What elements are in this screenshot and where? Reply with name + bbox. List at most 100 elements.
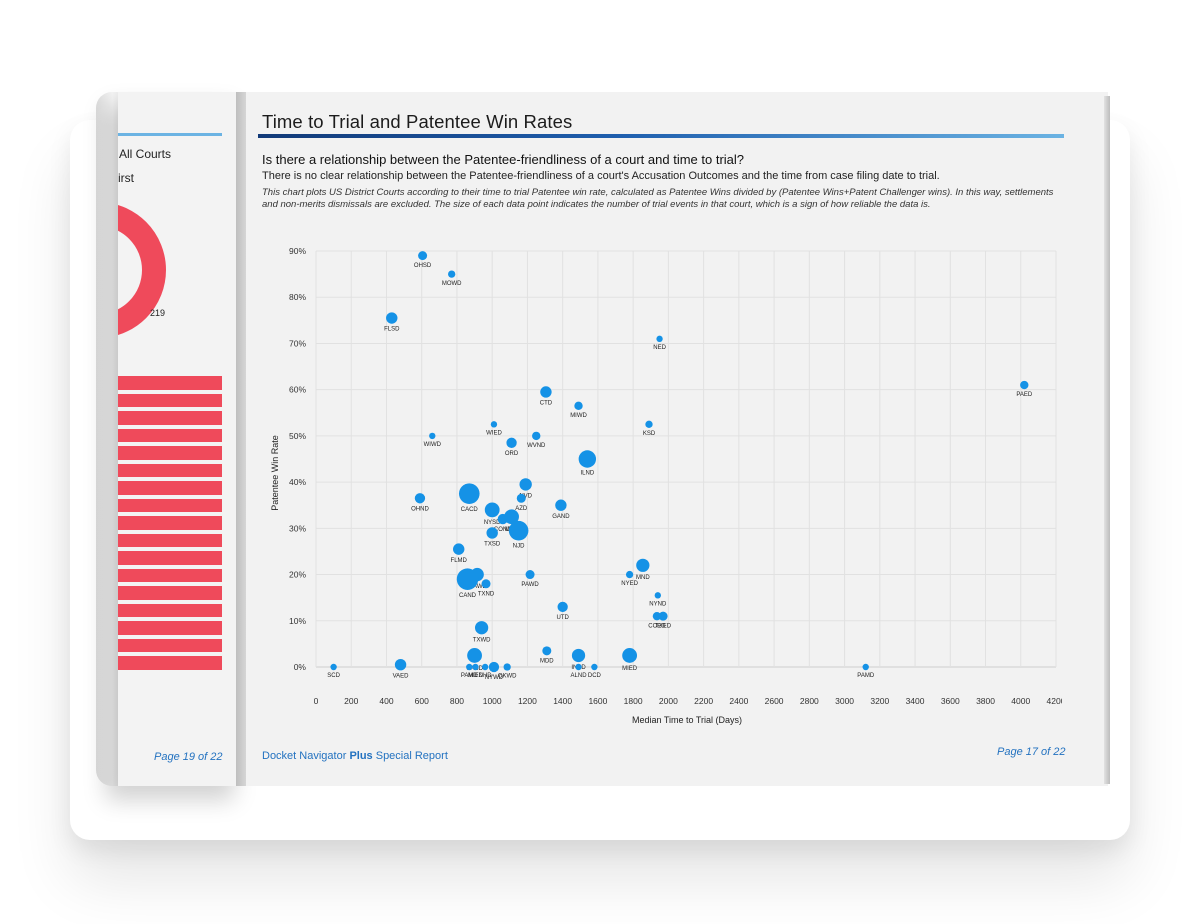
data-point-label: CACD [461,507,479,513]
left-page-number: Page 19 of 22 [154,751,223,763]
data-point [1020,380,1029,390]
data-point [394,658,407,671]
data-point-label: OHND [411,506,429,512]
data-point-label: PAED [1016,392,1033,398]
data-point [448,270,456,278]
x-tick-label: 4000 [1011,696,1030,706]
y-axis-label: Patentee Win Rate [270,435,280,511]
x-tick-label: 1400 [553,696,572,706]
x-tick-label: 1000 [483,696,502,706]
x-tick-label: 0 [314,696,319,706]
data-point-label: MIWD [570,413,587,419]
data-point-label: MDD [540,658,554,664]
data-point-label: COED [648,623,666,629]
data-point-label: FLMD [451,558,468,564]
data-point-label: CTD [540,401,553,407]
data-point [574,401,583,411]
left-bar [118,533,222,547]
page-title: Time to Trial and Patentee Win Rates [262,111,573,132]
data-point [571,648,586,663]
data-point-label: WVND [527,443,546,449]
left-bar [118,393,222,407]
chart-grid [315,250,1057,668]
data-point [862,663,869,671]
data-point [578,450,597,468]
data-point [474,621,489,635]
data-point [542,646,552,656]
data-point [472,663,479,671]
left-bar [118,603,222,617]
donut-value: 219 [150,308,166,318]
data-point [591,663,598,671]
left-bar [118,656,222,670]
x-tick-label: 2800 [800,696,819,706]
data-point [525,570,535,580]
y-tick-labels: 0% 10% 20% 30% 40% 50% 60% 70% 80% 90% [289,246,306,672]
footer-plus: Plus [349,750,373,762]
x-tick-label: 2200 [694,696,713,706]
data-point [506,437,517,448]
title-rule [258,134,1064,138]
data-point-label: TXSD [484,542,501,548]
data-point [654,592,661,599]
left-bar [118,498,222,512]
data-point [456,568,479,590]
data-point-label: OKWD [498,674,517,680]
question-heading: Is there a relationship between the Pate… [262,152,745,167]
data-point-label: NVD [519,494,532,500]
data-point-label: NYND [649,602,667,608]
data-point-label: PAMD [461,673,479,679]
data-point [540,386,552,398]
data-point [575,663,582,671]
x-tick-label: 200 [344,696,358,706]
chart-note: This chart plots US District Courts acco… [262,187,1054,210]
left-bar-chart [118,376,222,674]
data-point-label: GAND [552,514,570,520]
data-point [453,543,465,555]
x-tick-label: 1600 [588,696,607,706]
data-point [508,520,529,541]
footer-brand: Docket Navigator Plus Special Report [262,750,448,762]
x-tick-label: 3000 [835,696,854,706]
data-point-label: AZD [515,506,528,512]
data-point [429,432,436,440]
data-point [532,431,541,441]
left-bar [118,446,222,460]
footer-prefix: Docket Navigator [262,750,350,762]
left-bar [118,376,222,390]
data-point-label: WIED [486,431,502,437]
data-point-label: WIWD [424,442,442,448]
y-tick-label: 0% [294,662,307,672]
data-point-label: NYSD [484,520,501,526]
left-bar [118,551,222,565]
data-point-label: CAND [459,593,477,599]
data-point [503,663,511,671]
x-tick-label: 600 [415,696,429,706]
data-point [458,483,480,504]
data-point [504,509,519,525]
data-point [481,579,491,589]
data-point [645,420,653,428]
data-point-label: FLSD [384,327,400,333]
right-page-edge [1104,96,1110,784]
data-point-label: TXND [478,591,495,597]
x-tick-labels: 0 200 400 600 800 1000 1200 1400 1600 1800 2000 220… [314,696,1062,706]
left-bar [118,586,222,600]
data-point-label: NHD [479,673,493,679]
left-bar [118,568,222,582]
data-point-label: MND [636,575,650,581]
x-tick-label: 3200 [870,696,889,706]
data-point [652,611,662,621]
scatter-chart: 0% 10% 20% 30% 40% 50% 60% 70% 80% 90% 0 200 400 600… [270,246,1062,725]
data-point [625,570,634,579]
footer-suffix: Special Report [372,750,448,762]
data-point-label: TXED [655,624,672,630]
x-tick-label: 3400 [906,696,925,706]
data-point-label: WAWD [468,584,488,590]
left-bar [118,411,222,425]
left-label-all-courts: All Courts [119,147,172,161]
data-point [656,335,663,343]
x-tick-label: 2600 [765,696,784,706]
data-point-label: NJD [513,543,525,549]
data-point [467,648,482,663]
